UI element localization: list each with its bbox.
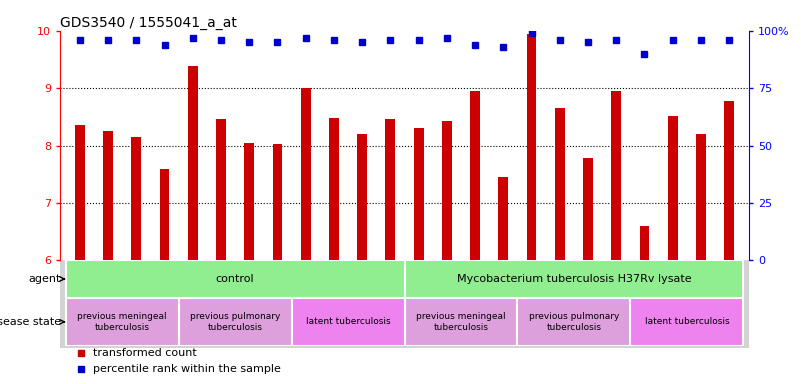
Bar [66,260,405,298]
Bar [668,116,678,260]
Bar [272,144,283,260]
Text: previous pulmonary
tuberculosis: previous pulmonary tuberculosis [190,312,280,331]
Text: latent tuberculosis: latent tuberculosis [306,317,390,326]
Text: previous meningeal
tuberculosis: previous meningeal tuberculosis [417,312,505,331]
Bar [405,260,743,298]
Text: Mycobacterium tuberculosis H37Rv lysate: Mycobacterium tuberculosis H37Rv lysate [457,274,691,284]
Bar [583,158,593,260]
Bar [630,298,743,346]
Bar [292,298,405,346]
Bar [696,134,706,260]
Bar [159,169,170,260]
Bar [216,119,226,260]
Text: previous pulmonary
tuberculosis: previous pulmonary tuberculosis [529,312,619,331]
Bar [517,298,630,346]
Text: previous meningeal
tuberculosis: previous meningeal tuberculosis [78,312,167,331]
Text: agent: agent [28,274,64,284]
Bar [244,143,254,260]
Bar [470,91,480,260]
Text: disease state: disease state [0,317,64,327]
Bar [329,118,339,260]
Bar [611,91,622,260]
Bar [75,126,85,260]
Text: transformed count: transformed count [93,348,197,358]
Bar [66,298,179,346]
Bar [131,137,141,260]
Bar [357,134,367,260]
Bar [300,88,311,260]
Bar [526,33,537,260]
Bar [413,128,424,260]
Text: GDS3540 / 1555041_a_at: GDS3540 / 1555041_a_at [60,16,237,30]
Text: control: control [215,274,255,284]
Bar [103,131,113,260]
Bar [60,260,749,348]
Bar [498,177,509,260]
Text: percentile rank within the sample: percentile rank within the sample [93,364,281,374]
Bar [639,226,650,260]
Bar [405,298,517,346]
Bar [187,66,198,260]
Text: latent tuberculosis: latent tuberculosis [645,317,729,326]
Bar [179,298,292,346]
Bar [724,101,734,260]
Bar [442,121,452,260]
Bar [555,108,565,260]
Bar [385,119,396,260]
